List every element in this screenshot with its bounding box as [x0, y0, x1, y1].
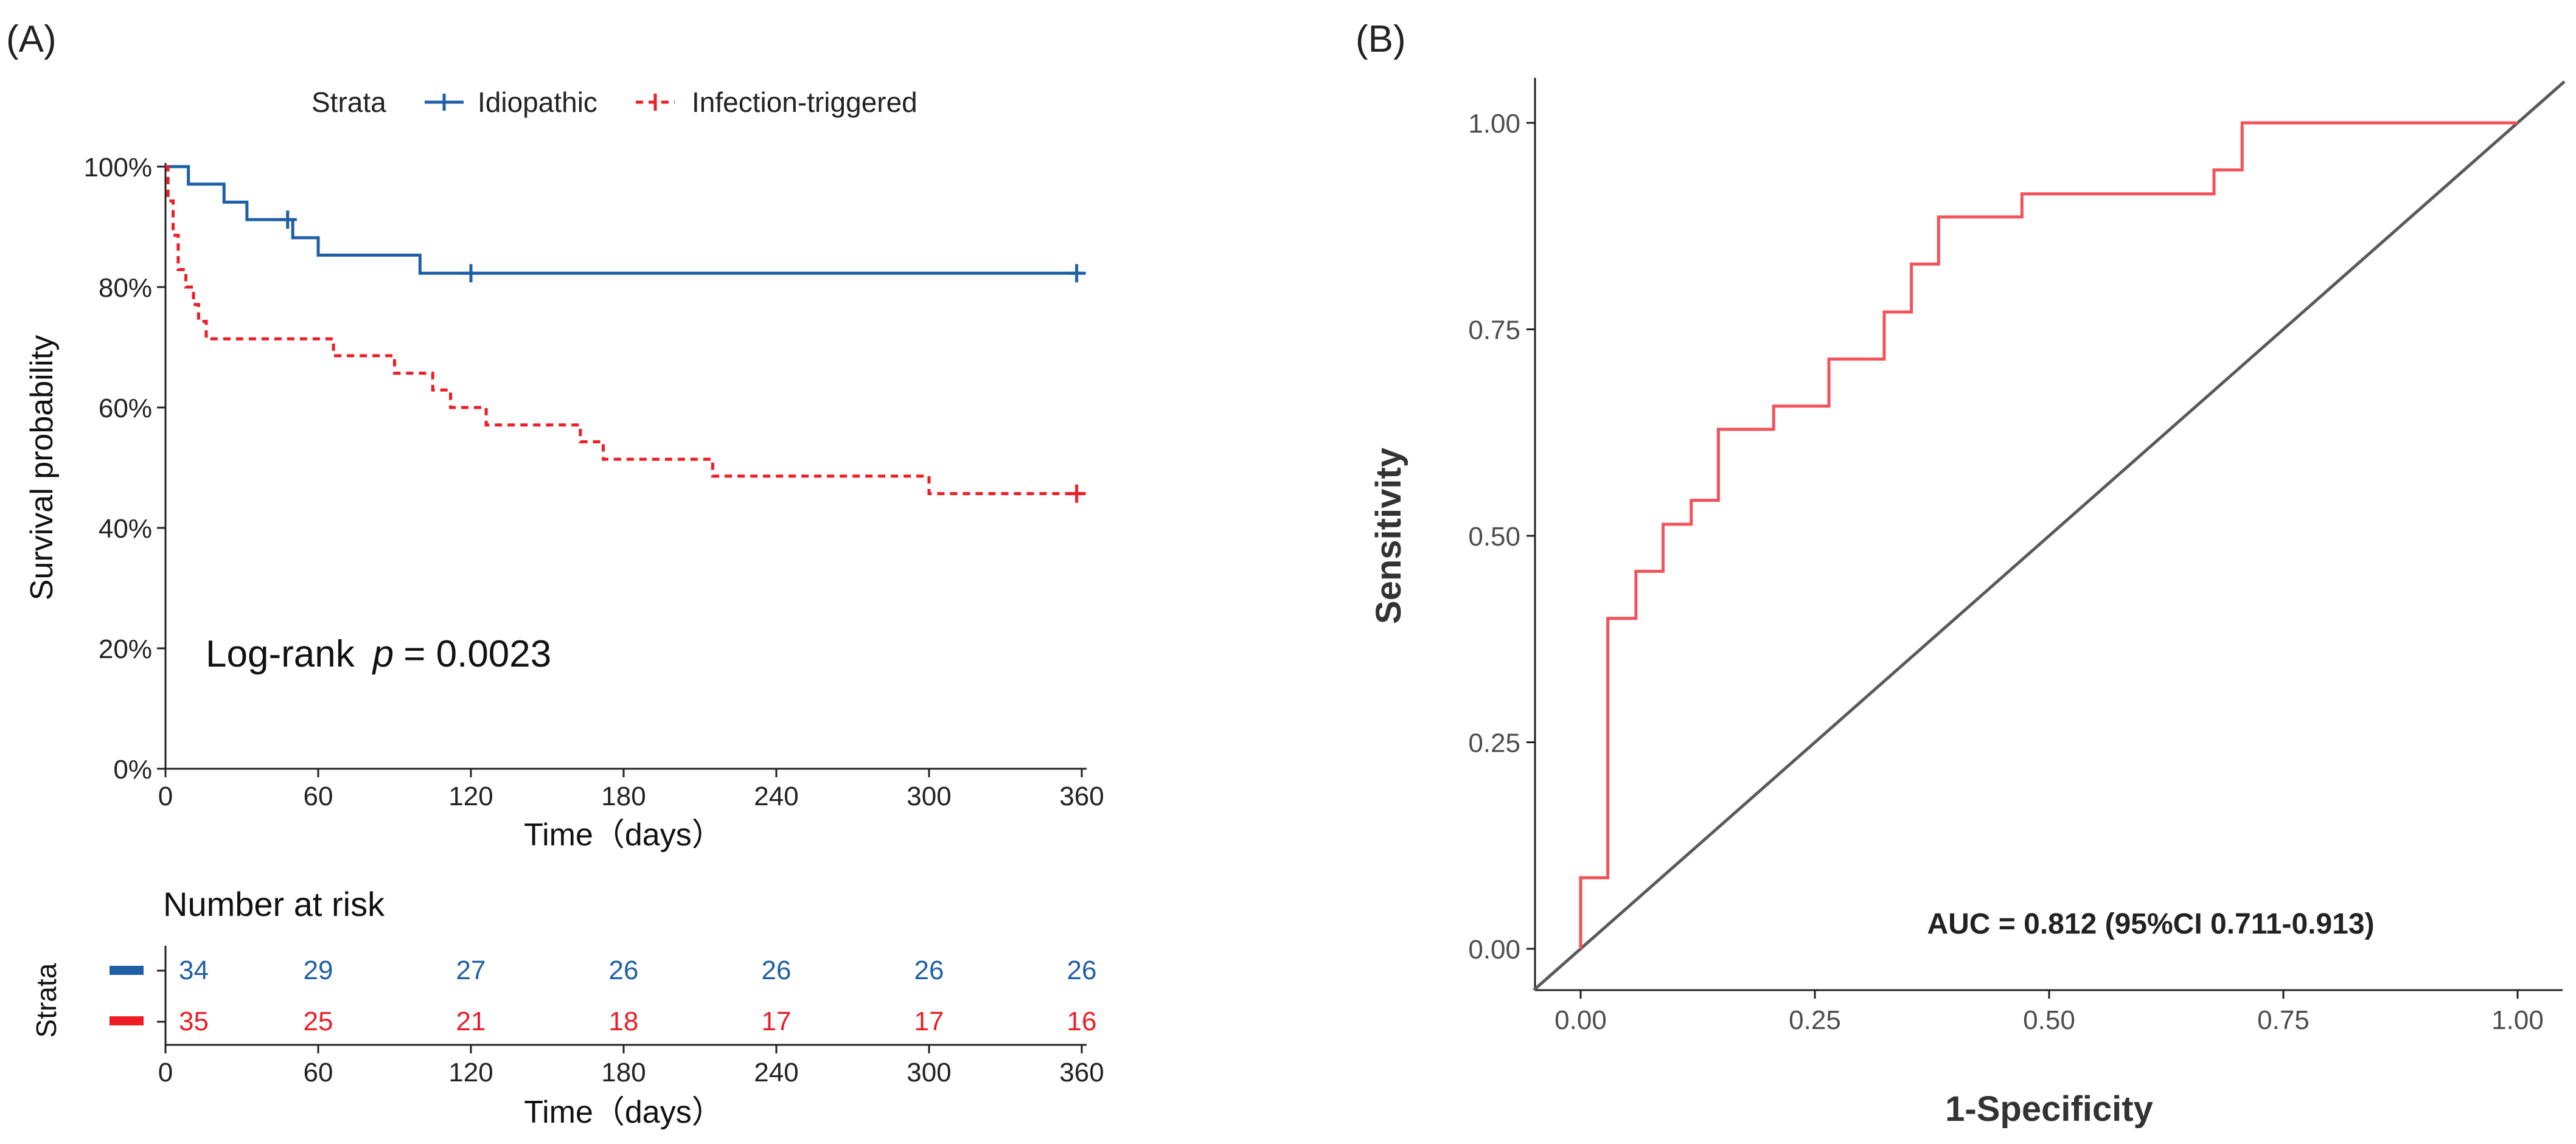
- risk-count-infection-triggered: 35: [179, 1007, 209, 1036]
- km-plot: 0% 20% 40% 60% 80% 100% 0 60 120 180 240 300 360 Time…: [24, 153, 1104, 853]
- risk-count-idiopathic: 26: [914, 955, 944, 985]
- roc-x-tick-label: 0.75: [2257, 1005, 2310, 1035]
- risk-count-infection-triggered: 25: [304, 1007, 333, 1036]
- risk-count-infection-triggered: 16: [1067, 1007, 1097, 1036]
- panel-b-label: (B): [1356, 18, 1406, 60]
- km-censor-mark-idiopathic: [1067, 264, 1086, 283]
- km-censor-mark-idiopathic: [462, 264, 480, 283]
- risk-x-tick-label: 0: [158, 1058, 173, 1087]
- roc-y-tick-label: 1.00: [1468, 109, 1520, 139]
- roc-y-tick-label: 0.75: [1468, 316, 1520, 345]
- risk-count-infection-triggered: 21: [456, 1007, 486, 1036]
- km-x-tick-label: 120: [448, 782, 493, 811]
- risk-x-tick-label: 60: [304, 1058, 333, 1087]
- risk-table-title: Number at risk: [163, 885, 385, 923]
- logrank-annotation: Log-rank p = 0.0023: [206, 633, 551, 675]
- km-series-infection-triggered: [165, 165, 1082, 496]
- km-y-tick-label: 20%: [99, 634, 152, 664]
- km-censor-mark-idiopathic: [278, 210, 297, 229]
- risk-x-tick-label: 240: [754, 1058, 798, 1087]
- roc-x-tick-label: 0.50: [2023, 1005, 2075, 1035]
- km-x-tick-label: 360: [1059, 782, 1104, 811]
- roc-x-tick-label: 1.00: [2491, 1005, 2544, 1035]
- km-y-tick-label: 0%: [113, 755, 152, 785]
- risk-count-infection-triggered: 18: [609, 1007, 639, 1036]
- km-series-idiopathic: [165, 165, 1082, 275]
- roc-x-tick-label: 0.00: [1554, 1005, 1607, 1035]
- km-legend: Strata Idiopathic Infection-triggered: [312, 86, 917, 118]
- legend-title: Strata: [312, 86, 386, 118]
- risk-count-idiopathic: 26: [762, 955, 792, 985]
- km-x-tick-label: 60: [304, 782, 333, 811]
- roc-y-tick-label: 0.00: [1468, 935, 1520, 965]
- km-censor-mark-infection-triggered: [1067, 484, 1086, 503]
- logrank-p-symbol: p: [372, 633, 394, 675]
- panel-a-label: (A): [6, 18, 57, 60]
- risk-x-tick-label: 120: [448, 1058, 493, 1087]
- roc-x-tick-label: 0.25: [1789, 1005, 1841, 1035]
- logrank-prefix: Log-rank: [206, 633, 355, 675]
- risk-table-ylabel: Strata: [30, 963, 62, 1038]
- risk-count-idiopathic: 27: [456, 955, 486, 985]
- risk-count-idiopathic: 26: [1067, 955, 1097, 985]
- risk-count-idiopathic: 34: [179, 955, 209, 985]
- risk-x-axis-label: Time（days）: [524, 1095, 723, 1130]
- km-x-tick-label: 0: [158, 782, 173, 811]
- roc-auc-annotation: AUC = 0.812 (95%CI 0.711-0.913): [1927, 908, 2374, 940]
- risk-x-tick-label: 360: [1059, 1058, 1104, 1087]
- risk-count-idiopathic: 26: [609, 955, 639, 985]
- km-y-tick-label: 100%: [83, 153, 152, 182]
- roc-reference-diagonal: [1533, 80, 2566, 991]
- km-y-tick-label: 80%: [99, 273, 152, 303]
- roc-plot: 0.00 0.25 0.50 0.75 1.00 0.00 0.25 0.50 0.75 1.00…: [1369, 78, 2566, 1129]
- risk-idiopathic-swatch: [110, 966, 144, 975]
- km-y-axis-label: Survival probability: [24, 335, 60, 600]
- km-y-tick-label: 60%: [99, 393, 152, 423]
- risk-count-infection-triggered: 17: [914, 1007, 944, 1036]
- roc-x-axis-label: 1-Specificity: [1945, 1089, 2153, 1129]
- roc-y-axis-label: Sensitivity: [1369, 448, 1408, 624]
- km-x-tick-label: 180: [601, 782, 646, 811]
- legend-infection-label: Infection-triggered: [692, 86, 917, 118]
- risk-count-infection-triggered: 17: [762, 1007, 792, 1036]
- logrank-value: = 0.0023: [403, 633, 551, 675]
- risk-count-idiopathic: 29: [304, 955, 333, 985]
- km-x-tick-label: 240: [754, 782, 798, 811]
- risk-infection-swatch: [110, 1016, 144, 1025]
- roc-y-tick-label: 0.50: [1468, 522, 1520, 552]
- km-x-axis-label: Time（days）: [524, 817, 723, 853]
- risk-table: 34 29 27 26 26 26 26 35 25 21 18 17 17 16 0 60 120 180 240…: [157, 946, 1104, 1130]
- legend-idiopathic-label: Idiopathic: [478, 86, 597, 118]
- km-x-tick-label: 300: [907, 782, 951, 811]
- risk-x-tick-label: 180: [601, 1058, 646, 1087]
- roc-y-tick-label: 0.25: [1468, 729, 1520, 758]
- risk-x-tick-label: 300: [907, 1058, 951, 1087]
- roc-curve: [1579, 121, 2518, 949]
- km-y-tick-label: 40%: [99, 514, 152, 544]
